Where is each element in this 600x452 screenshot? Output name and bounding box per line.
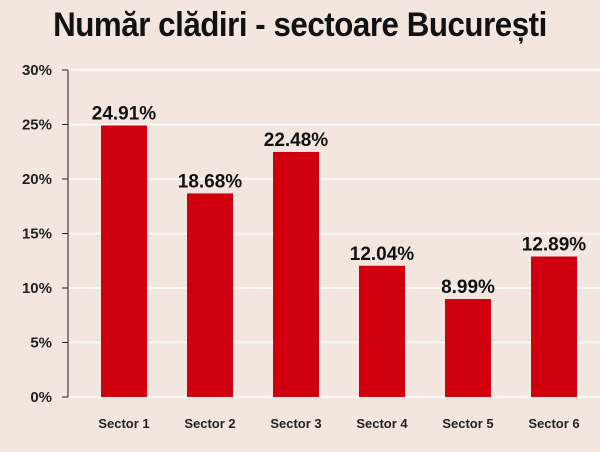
- y-tick-label: 5%: [30, 335, 52, 352]
- y-tick-label: 20%: [22, 171, 52, 188]
- data-label: 12.04%: [350, 244, 415, 265]
- data-label: 22.48%: [264, 130, 329, 151]
- y-tick-label: 10%: [22, 280, 52, 297]
- x-tick-label: Sector 3: [270, 416, 321, 431]
- x-tick-label: Sector 4: [356, 416, 408, 431]
- bar: [359, 265, 405, 397]
- bar: [445, 299, 491, 397]
- y-tick-label: 30%: [22, 62, 52, 79]
- data-label: 24.91%: [92, 103, 157, 124]
- data-label: 12.89%: [522, 234, 587, 255]
- x-tick-label: Sector 6: [528, 416, 579, 431]
- x-tick-label: Sector 2: [184, 416, 235, 431]
- x-tick-label: Sector 1: [98, 416, 149, 431]
- bar: [273, 151, 319, 397]
- bar: [531, 256, 577, 397]
- data-label: 18.68%: [178, 171, 243, 192]
- bar: [187, 193, 233, 397]
- y-tick-label: 0%: [30, 389, 52, 406]
- bar: [101, 125, 147, 397]
- y-tick-label: 15%: [22, 226, 52, 243]
- y-tick-label: 25%: [22, 117, 52, 134]
- data-label: 8.99%: [441, 277, 495, 298]
- x-tick-label: Sector 5: [442, 416, 493, 431]
- chart-title: Număr clădiri - sectoare București: [53, 6, 547, 44]
